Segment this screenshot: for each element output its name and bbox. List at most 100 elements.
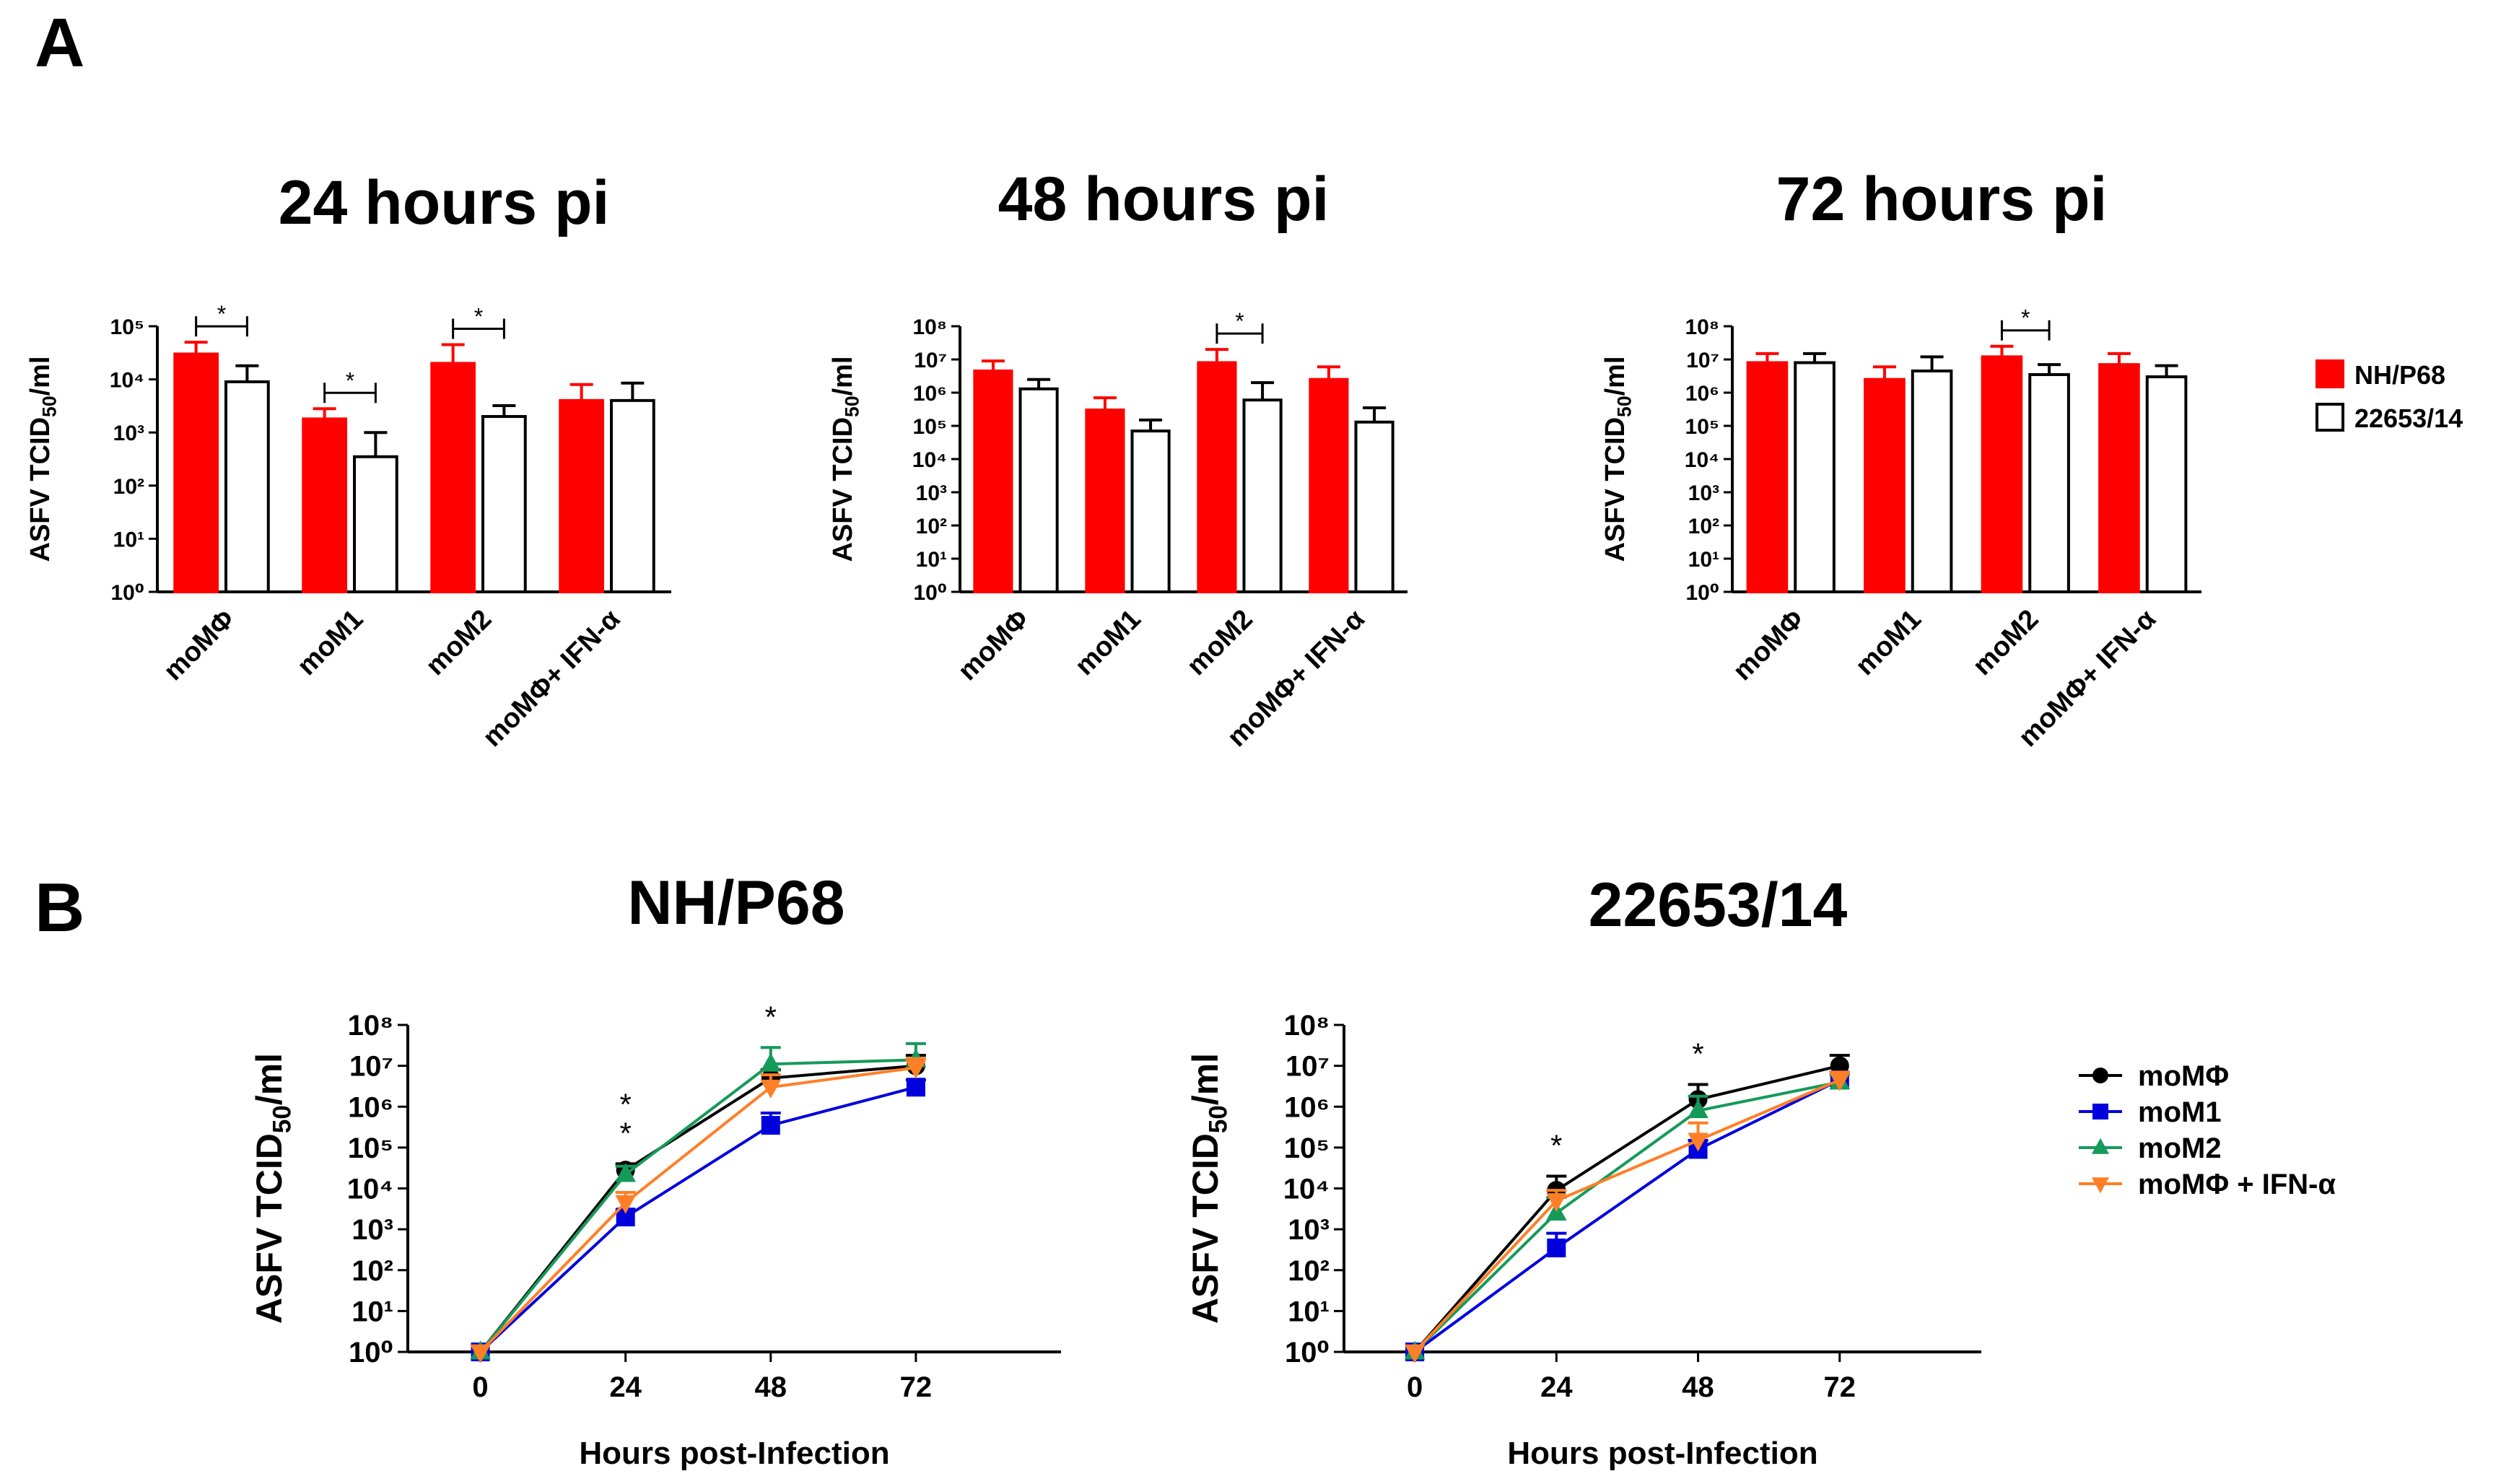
bar bbox=[1794, 361, 1836, 593]
y-tick-label: 10² bbox=[1688, 515, 1719, 538]
data-point bbox=[761, 1116, 780, 1135]
series-line bbox=[479, 1064, 917, 1353]
y-tick-label: 10³ bbox=[1288, 1214, 1330, 1246]
legend-label: NH/P68 bbox=[2354, 360, 2445, 390]
y-tick-label: 10⁴ bbox=[912, 448, 947, 472]
data-point bbox=[1829, 1072, 1851, 1091]
bar bbox=[973, 369, 1013, 593]
line-chart-2: 22653/14 10⁰ 10¹ 10² 10³ 10⁴ 10⁵ 10⁶ 10⁷ 10⁸ ASFV … bbox=[1185, 870, 1981, 1471]
significance-star: * bbox=[1235, 308, 1244, 334]
chart-title: 24 hours pi bbox=[279, 168, 610, 237]
significance-star: * bbox=[619, 1116, 631, 1150]
charts-layer: 24 hours pi 10⁰ 10¹ 10² 10³ 10⁴ 10⁵ ASFV TCID50… bbox=[25, 165, 2201, 1471]
x-tick-label: moMΦ+ IFN-α bbox=[477, 604, 626, 753]
y-tick-label: 10¹ bbox=[916, 548, 947, 572]
y-tick-label: 10³ bbox=[1688, 481, 1719, 505]
y-tick-label: 10⁴ bbox=[1283, 1174, 1330, 1205]
data-point bbox=[2091, 1177, 2110, 1194]
data-point bbox=[905, 1060, 927, 1079]
x-tick-label: 72 bbox=[900, 1371, 933, 1403]
y-tick-label: 10² bbox=[352, 1255, 393, 1287]
y-tick-label: 10⁷ bbox=[349, 1051, 393, 1083]
y-tick-label: 10¹ bbox=[113, 528, 144, 551]
y-tick-label: 10³ bbox=[352, 1214, 393, 1246]
panel-label-b: B bbox=[35, 869, 84, 946]
bar bbox=[2028, 372, 2070, 594]
y-tick-label: 10⁷ bbox=[1286, 1051, 1330, 1083]
chart-title: 22653/14 bbox=[1589, 870, 1848, 940]
bar bbox=[302, 417, 348, 593]
series-line bbox=[479, 1086, 917, 1353]
data-point bbox=[1688, 1132, 1708, 1152]
legend-a: NH/P68 22653/14 bbox=[2316, 359, 2463, 433]
bar bbox=[610, 398, 655, 593]
significance-star: * bbox=[619, 1087, 631, 1121]
x-tick-label: moMΦ bbox=[952, 604, 1034, 686]
y-tick-label: 10⁸ bbox=[1685, 315, 1719, 339]
data-point bbox=[615, 1163, 636, 1182]
significance-star: * bbox=[1692, 1036, 1703, 1070]
y-tick-label: 10² bbox=[1288, 1255, 1330, 1287]
x-tick-label: moMΦ bbox=[1727, 604, 1810, 686]
y-tick-label: 10⁰ bbox=[1285, 1337, 1330, 1369]
y-tick-label: 10⁰ bbox=[1685, 581, 1719, 605]
x-tick-label: 24 bbox=[1540, 1371, 1573, 1403]
bar bbox=[1085, 409, 1125, 593]
bar bbox=[353, 455, 398, 593]
y-tick-label: 10⁵ bbox=[1284, 1132, 1330, 1164]
x-tick-label: moM2 bbox=[1967, 604, 2044, 681]
bar bbox=[224, 380, 270, 594]
legend-swatch bbox=[2316, 359, 2344, 388]
data-point bbox=[1546, 1193, 1567, 1213]
data-point bbox=[615, 1195, 636, 1214]
y-tick-label: 10⁶ bbox=[1284, 1091, 1330, 1123]
series-line bbox=[479, 1066, 917, 1353]
bar bbox=[559, 398, 605, 593]
legend-swatch bbox=[2316, 403, 2344, 432]
series-line bbox=[1413, 1078, 1841, 1353]
x-tick-label: 0 bbox=[472, 1371, 488, 1403]
significance-star: * bbox=[1550, 1128, 1562, 1162]
y-tick-label: 10⁴ bbox=[110, 369, 144, 393]
y-tick-label: 10⁶ bbox=[348, 1091, 393, 1123]
data-point bbox=[906, 1078, 925, 1097]
y-tick-label: 10¹ bbox=[352, 1296, 393, 1327]
y-tick-label: 10⁴ bbox=[347, 1174, 393, 1205]
x-tick-label: moM2 bbox=[1182, 604, 1259, 681]
bar bbox=[1018, 387, 1059, 593]
significance-star: * bbox=[2021, 305, 2030, 331]
bar bbox=[1864, 377, 1906, 593]
bar bbox=[173, 352, 219, 593]
y-axis-title: ASFV TCID50/ml bbox=[249, 1053, 297, 1324]
y-axis-title: ASFV TCID50/ml bbox=[25, 356, 61, 562]
y-tick-label: 10² bbox=[916, 515, 947, 538]
data-point bbox=[760, 1079, 782, 1099]
series-line bbox=[1413, 1081, 1841, 1353]
y-tick-label: 10⁶ bbox=[913, 382, 947, 406]
bar bbox=[1354, 420, 1394, 593]
y-tick-label: 10⁷ bbox=[1686, 349, 1719, 372]
x-tick-label: 0 bbox=[1407, 1371, 1423, 1403]
bar bbox=[1981, 355, 2023, 593]
chart-title: NH/P68 bbox=[627, 868, 844, 938]
bar-chart-3: 72 hours pi 10⁰ 10¹ 10² 10³ 10⁴ 10⁵ 10⁶ 10⁷ 10⁸ AS… bbox=[1600, 165, 2201, 753]
data-point bbox=[1547, 1238, 1566, 1257]
bar-chart-2: 48 hours pi 10⁰ 10¹ 10² 10³ 10⁴ 10⁵ 10⁶ 10⁷ 10⁸ AS… bbox=[828, 165, 1407, 753]
x-tick-label: moM1 bbox=[1850, 604, 1927, 681]
bar bbox=[1197, 361, 1237, 593]
y-tick-label: 10³ bbox=[916, 481, 947, 505]
y-tick-label: 10⁵ bbox=[913, 415, 947, 439]
y-tick-label: 10⁰ bbox=[110, 581, 144, 605]
legend-label: moMΦ bbox=[2138, 1060, 2229, 1092]
y-tick-label: 10⁸ bbox=[912, 315, 947, 339]
y-tick-label: 10⁷ bbox=[914, 349, 947, 372]
x-tick-label: 48 bbox=[1682, 1371, 1714, 1403]
y-tick-label: 10¹ bbox=[1288, 1296, 1330, 1327]
legend-label: moM2 bbox=[2138, 1132, 2222, 1164]
data-point bbox=[2092, 1104, 2108, 1119]
bar bbox=[1130, 429, 1171, 593]
data-point bbox=[1404, 1344, 1426, 1363]
data-point bbox=[2092, 1068, 2108, 1083]
bar bbox=[1746, 361, 1789, 593]
